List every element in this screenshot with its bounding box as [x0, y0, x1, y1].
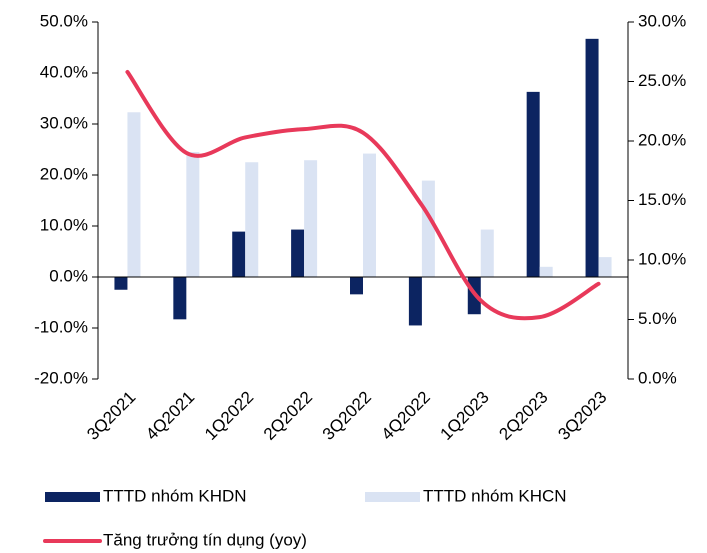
x-tick-label: 1Q2023	[437, 388, 493, 444]
bar	[186, 152, 200, 277]
y-tick-label: 30.0%	[40, 113, 88, 132]
legend-label: TTTD nhóm KHDN	[103, 486, 247, 505]
x-tick-label: 1Q2022	[201, 388, 257, 444]
y2-tick-label: 5.0%	[638, 309, 677, 328]
bar	[114, 277, 128, 290]
bar	[598, 257, 612, 277]
x-tick-label: 3Q2021	[83, 388, 139, 444]
y2-tick-label: 0.0%	[638, 368, 677, 387]
legend-label: TTTD nhóm KHCN	[423, 486, 567, 505]
x-tick-label: 4Q2021	[142, 388, 198, 444]
y2-tick-label: 10.0%	[638, 249, 686, 268]
y-tick-label: -10.0%	[34, 317, 88, 336]
bar	[245, 162, 259, 277]
line	[125, 69, 601, 321]
y2-tick-label: 20.0%	[638, 130, 686, 149]
bar	[421, 180, 435, 277]
x-tick-label: 2Q2022	[260, 388, 316, 444]
bar	[585, 38, 599, 277]
legend-swatch	[365, 492, 420, 502]
bar	[408, 277, 422, 326]
bar	[173, 277, 187, 320]
legend-swatch	[45, 492, 100, 502]
y-tick-label: 20.0%	[40, 164, 88, 183]
x-tick-label: 3Q2022	[319, 388, 375, 444]
bar	[127, 112, 141, 278]
y-tick-label: 50.0%	[40, 11, 88, 30]
x-tick-label: 3Q2023	[554, 388, 610, 444]
y2-tick-label: 25.0%	[638, 71, 686, 90]
y-tick-label: 10.0%	[40, 215, 88, 234]
x-tick-label: 4Q2022	[378, 388, 434, 444]
bar	[350, 277, 363, 295]
bar	[232, 231, 246, 277]
y-tick-label: 40.0%	[40, 62, 88, 81]
x-tick-label: 2Q2023	[495, 388, 551, 444]
legend-label: Tăng trưởng tín dụng (yoy)	[103, 530, 307, 549]
bar	[539, 266, 553, 277]
bar	[304, 160, 318, 277]
y2-tick-label: 30.0%	[638, 11, 686, 30]
y-tick-label: 0.0%	[49, 266, 88, 285]
y2-tick-label: 15.0%	[638, 190, 686, 209]
bar	[291, 229, 305, 277]
bar	[480, 229, 494, 277]
bar	[363, 153, 376, 277]
bar	[526, 91, 540, 278]
y-tick-label: -20.0%	[34, 368, 88, 387]
